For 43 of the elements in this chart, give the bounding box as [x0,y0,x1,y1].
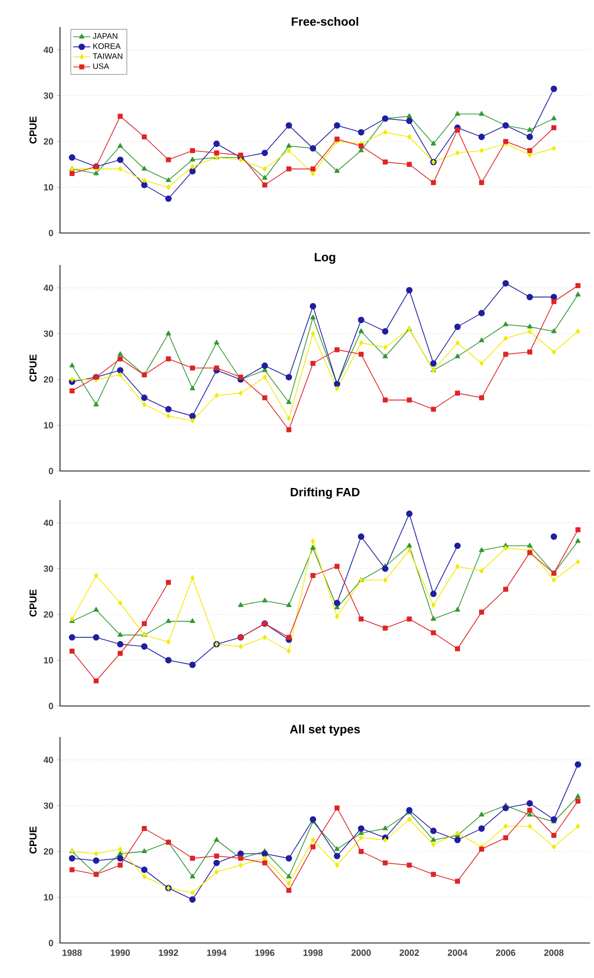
x-tick-label: 1994 [207,950,227,956]
chart-title: All set types [290,724,360,736]
y-tick-label: 0 [48,230,54,236]
y-tick-label: 0 [48,940,54,946]
y-axis-title: CPUE [30,354,37,382]
y-tick-label: 10 [44,184,54,190]
x-tick-label: 1992 [158,950,178,956]
x-tick-label: 2006 [496,950,516,956]
y-tick-label: 30 [44,565,54,572]
y-tick-label: 20 [44,138,54,145]
y-tick-label: 10 [44,657,54,664]
x-tick-label: 2004 [448,950,468,956]
x-tick-label: 2000 [351,950,371,956]
y-tick-label: 10 [44,422,54,428]
y-tick-label: 40 [44,520,54,526]
y-tick-label: 40 [44,46,54,54]
y-axis-title: CPUE [30,589,37,616]
x-tick-label: 1996 [255,950,274,956]
legend-label: TAIWAN [92,53,122,59]
y-tick-label: 10 [44,894,54,900]
y-tick-label: 30 [44,802,54,809]
y-axis-title: CPUE [30,116,37,144]
y-tick-label: 20 [44,376,54,383]
y-axis-title: CPUE [30,826,37,854]
x-tick-label: 1990 [110,950,130,956]
y-tick-label: 20 [44,611,54,618]
y-tick-label: 40 [44,284,54,292]
y-tick-label: 0 [48,702,54,710]
legend-label: KOREA [93,43,121,49]
chart-title: Free-school [292,17,358,26]
legend-label: USA [93,63,110,70]
y-tick-label: 30 [44,330,54,337]
y-tick-label: 20 [44,848,54,855]
y-tick-label: 0 [48,468,54,474]
x-tick-label: 2002 [400,950,419,956]
x-tick-label: 2008 [544,950,564,956]
y-tick-label: 30 [44,92,54,99]
x-tick-label: 1998 [304,950,323,956]
legend-label: JAPAN [92,33,118,39]
chart-title: Drifting FAD [290,488,360,499]
x-tick-label: 1988 [62,950,82,956]
y-tick-label: 40 [44,756,54,764]
chart-title: Log [314,253,336,264]
